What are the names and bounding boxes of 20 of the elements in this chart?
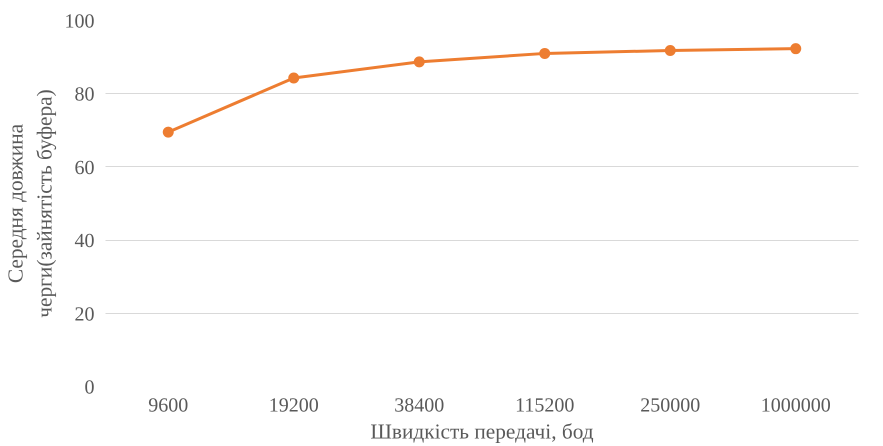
- y-tick-label: 80: [74, 84, 94, 106]
- point: [288, 72, 300, 84]
- point: [539, 48, 550, 59]
- x-tick-label: 38400: [394, 394, 444, 416]
- x-tick-label: 250000: [640, 394, 700, 416]
- y-tick-label: 40: [74, 230, 94, 252]
- y-axis-title: Середня довжина черги(зайнятість буфера): [4, 89, 56, 318]
- point: [414, 56, 425, 68]
- y-tick-label: 0: [84, 376, 94, 398]
- y-tick-label: 20: [74, 303, 94, 326]
- point: [162, 126, 174, 138]
- x-tick-label: 1000000: [760, 394, 831, 416]
- y-tick-label: 100: [64, 10, 94, 32]
- point: [790, 43, 802, 54]
- x-tick-label: 19200: [268, 394, 319, 416]
- x-axis-title: Швидкість передачі, бод: [370, 420, 594, 444]
- x-tick-label: 9600: [148, 394, 188, 416]
- y-tick-label: 60: [74, 156, 94, 179]
- point: [664, 45, 676, 56]
- x-tick-label: 115200: [515, 394, 574, 416]
